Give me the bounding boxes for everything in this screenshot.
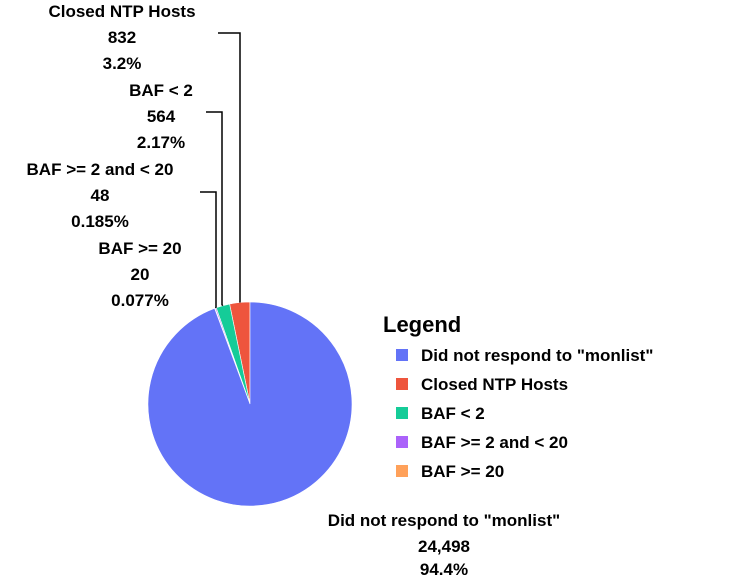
slice-label-name: BAF >= 2 and < 20 bbox=[27, 160, 174, 179]
slice-label-percent: 0.185% bbox=[71, 212, 129, 231]
leader-lines bbox=[200, 32, 241, 309]
legend-swatch bbox=[396, 436, 408, 448]
leader-line bbox=[200, 191, 217, 309]
pie-slices bbox=[147, 301, 353, 507]
pie-slice bbox=[147, 301, 353, 507]
legend-swatch bbox=[396, 407, 408, 419]
leader-line bbox=[206, 111, 224, 307]
slice-label-percent: 94.4% bbox=[420, 560, 468, 578]
slice-label-value: 564 bbox=[147, 107, 176, 126]
legend-item-label: Closed NTP Hosts bbox=[421, 375, 568, 394]
legend-swatch bbox=[396, 378, 408, 390]
slice-label-percent: 3.2% bbox=[103, 54, 142, 73]
legend: Legend Did not respond to "monlist" Close… bbox=[383, 312, 653, 481]
slice-label-value: 832 bbox=[108, 28, 136, 47]
legend-item-label: BAF >= 2 and < 20 bbox=[421, 433, 568, 452]
legend-title: Legend bbox=[383, 312, 461, 337]
slice-label-name: BAF >= 20 bbox=[98, 239, 181, 258]
slice-label-value: 20 bbox=[131, 265, 150, 284]
leader-line bbox=[218, 32, 241, 303]
slice-labels: Closed NTP Hosts 832 3.2% BAF < 2 564 2.… bbox=[27, 2, 561, 578]
slice-label-percent: 0.077% bbox=[111, 291, 169, 310]
slice-label-name: BAF < 2 bbox=[129, 81, 193, 100]
legend-swatch bbox=[396, 349, 408, 361]
slice-label-name: Closed NTP Hosts bbox=[48, 2, 195, 21]
legend-swatch bbox=[396, 465, 408, 477]
slice-label-value: 24,498 bbox=[418, 537, 470, 556]
slice-label-percent: 2.17% bbox=[137, 133, 185, 152]
legend-item-label: Did not respond to "monlist" bbox=[421, 346, 653, 365]
slice-label-value: 48 bbox=[91, 186, 110, 205]
legend-item-label: BAF < 2 bbox=[421, 404, 485, 423]
legend-item-label: BAF >= 20 bbox=[421, 462, 504, 481]
slice-label-name: Did not respond to "monlist" bbox=[328, 511, 560, 530]
